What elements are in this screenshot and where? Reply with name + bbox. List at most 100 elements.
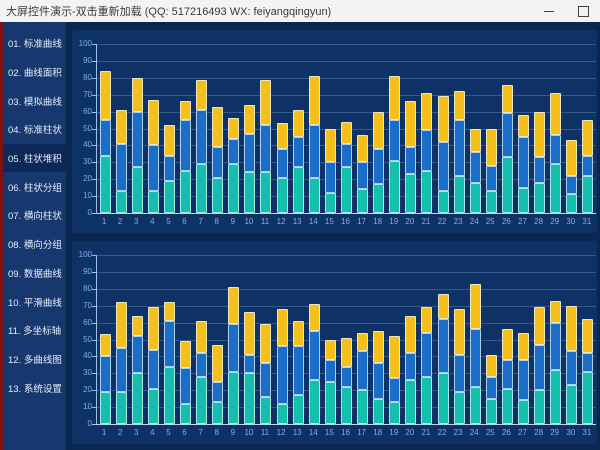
bar-segment-yellow-24: [469, 283, 481, 330]
bar-segment-yellow-29: [550, 300, 562, 323]
sidebar-item-13[interactable]: 13. 系统设置: [8, 383, 62, 395]
bar-segment-teal-22: [437, 373, 449, 424]
bar-slot-29: [548, 44, 564, 213]
sidebar-item-9[interactable]: 09. 数据曲线: [8, 268, 62, 280]
bar-segment-teal-26: [501, 388, 513, 424]
bar-slot-31: [580, 44, 596, 213]
y-axis-label-0: 0: [87, 419, 92, 428]
y-axis-label-50: 50: [83, 123, 92, 133]
x-axis-label-22: 22: [437, 428, 447, 437]
sidebar-item-2[interactable]: 02. 曲线面积: [8, 68, 62, 80]
bar-segment-blue-3: [131, 111, 143, 168]
stacked-bar-31: [582, 120, 594, 213]
bar-segment-blue-15: [324, 162, 336, 193]
bar-slot-11: [258, 255, 274, 424]
x-axis-label-19: 19: [389, 428, 399, 437]
bar-segment-blue-19: [389, 120, 401, 161]
stacked-bar-9: [228, 287, 240, 424]
bar-segment-blue-29: [550, 135, 562, 164]
bar-slot-14: [306, 44, 322, 213]
bar-slot-28: [532, 255, 548, 424]
maximize-button[interactable]: [566, 0, 600, 22]
stacked-bar-22: [437, 293, 449, 424]
x-axis-label-18: 18: [373, 217, 383, 226]
bar-segment-blue-2: [115, 143, 127, 192]
bar-segment-blue-22: [437, 142, 449, 192]
bar-slot-20: [403, 44, 419, 213]
bar-segment-teal-19: [389, 402, 401, 424]
y-axis-label-20: 20: [83, 385, 92, 395]
bar-slot-16: [338, 255, 354, 424]
stacked-bar-8: [212, 106, 224, 213]
bar-slot-14: [306, 255, 322, 424]
stacked-bar-17: [357, 135, 369, 213]
bar-slot-6: [177, 44, 193, 213]
x-axis-label-17: 17: [357, 428, 366, 437]
bar-slot-12: [274, 255, 290, 424]
minimize-button[interactable]: [532, 0, 566, 22]
x-axis-label-14: 14: [308, 428, 318, 437]
bar-segment-teal-16: [340, 386, 352, 424]
x-axis-label-3: 3: [134, 217, 139, 226]
sidebar-item-7[interactable]: 07. 横向柱状: [8, 211, 62, 223]
y-tick: [92, 94, 96, 96]
plot-area: [92, 255, 596, 425]
y-axis-label-30: 30: [83, 368, 92, 378]
bar-slot-10: [242, 44, 258, 213]
bar-segment-blue-1: [99, 356, 111, 392]
bar-segment-yellow-21: [421, 307, 433, 333]
bar-segment-blue-16: [340, 143, 352, 168]
bar-segment-teal-24: [469, 386, 481, 424]
sidebar-item-11[interactable]: 11. 多坐标轴: [8, 326, 62, 338]
sidebar-item-3[interactable]: 03. 模拟曲线: [8, 96, 62, 108]
gridline-y60: [97, 322, 596, 324]
stacked-bar-25: [485, 128, 497, 213]
bar-segment-teal-27: [517, 400, 529, 424]
bar-segment-blue-5: [163, 155, 175, 181]
bar-slot-26: [499, 255, 515, 424]
bar-segment-blue-20: [405, 147, 417, 175]
bar-segment-yellow-6: [180, 341, 192, 369]
stacked-bar-31: [582, 319, 594, 424]
bar-segment-yellow-9: [228, 118, 240, 139]
bar-segment-yellow-18: [373, 111, 385, 149]
x-axis-label-20: 20: [405, 428, 415, 437]
bar-slot-30: [564, 255, 580, 424]
bar-segment-teal-5: [163, 366, 175, 424]
sidebar-item-5[interactable]: 05. 柱状堆积: [3, 143, 66, 173]
bar-segment-blue-6: [180, 368, 192, 404]
bar-slot-13: [290, 255, 306, 424]
x-axis-label-31: 31: [582, 217, 592, 226]
x-axis-label-24: 24: [469, 428, 479, 437]
bar-segment-teal-25: [485, 191, 497, 213]
sidebar-item-4[interactable]: 04. 标准柱状: [8, 125, 62, 137]
bar-segment-yellow-19: [389, 76, 401, 121]
bar-segment-blue-13: [292, 346, 304, 396]
bar-segment-teal-12: [276, 177, 288, 213]
x-axis-label-5: 5: [166, 217, 171, 226]
bar-segment-yellow-18: [373, 331, 385, 364]
bar-segment-yellow-7: [196, 79, 208, 110]
x-axis-label-21: 21: [421, 217, 431, 226]
bar-slot-24: [467, 255, 483, 424]
stacked-bar-14: [308, 76, 320, 213]
stacked-bar-12: [276, 309, 288, 424]
x-axis-label-7: 7: [198, 428, 203, 437]
stacked-bar-23: [453, 91, 465, 213]
sidebar-item-12[interactable]: 12. 多曲线图: [8, 354, 62, 366]
bar-segment-yellow-22: [437, 96, 449, 143]
bar-slot-12: [274, 44, 290, 213]
bar-slot-19: [387, 44, 403, 213]
x-axis-label-22: 22: [437, 217, 447, 226]
sidebar-item-10[interactable]: 10. 平滑曲线: [8, 297, 62, 309]
x-axis-label-16: 16: [341, 217, 350, 226]
bar-slot-9: [226, 44, 242, 213]
sidebar-item-8[interactable]: 08. 横向分组: [8, 240, 62, 252]
sidebar-item-6[interactable]: 06. 柱状分组: [8, 182, 62, 194]
x-axis-label-8: 8: [214, 217, 219, 226]
y-tick: [92, 271, 96, 273]
sidebar-item-1[interactable]: 01. 标准曲线: [8, 39, 62, 51]
bar-segment-blue-8: [212, 381, 224, 403]
bar-slot-27: [515, 44, 531, 213]
x-axis-label-25: 25: [485, 217, 495, 226]
